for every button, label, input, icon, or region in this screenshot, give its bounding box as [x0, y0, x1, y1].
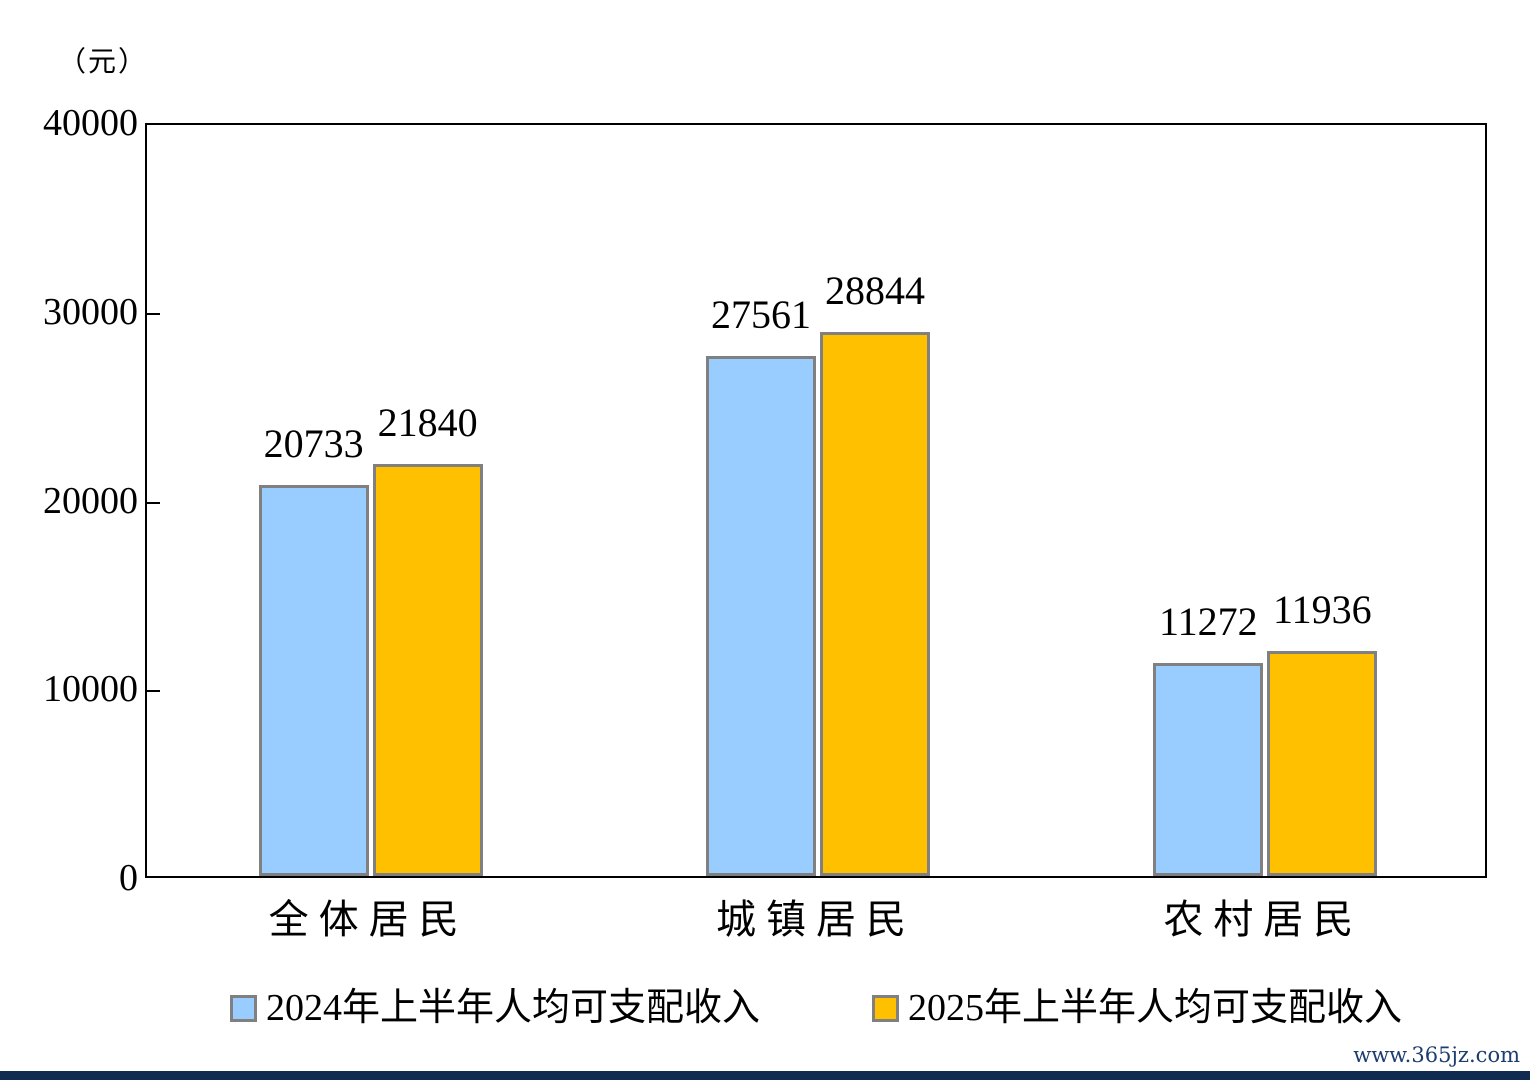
- legend-swatch-icon: [229, 994, 257, 1022]
- y-tick-label: 0: [119, 857, 138, 899]
- y-tick-mark: [147, 501, 160, 504]
- bar-value-label: 20733: [263, 421, 364, 466]
- legend-item: 2025年上半年人均可支配收入: [872, 984, 1402, 1032]
- bar-value-label: 28844: [824, 268, 925, 313]
- legend-swatch-icon: [872, 994, 899, 1022]
- category-label: 全体居民: [268, 897, 469, 942]
- bottom-accent-bar: [0, 1071, 1530, 1080]
- bar-group: 27561 28844: [594, 125, 1041, 876]
- bar-value-label: 27561: [710, 292, 811, 337]
- bar-group: 11272 11936: [1042, 125, 1489, 876]
- bar-value-label: 11272: [1159, 599, 1258, 644]
- y-tick-label: 30000: [43, 290, 138, 333]
- bar: 28844: [819, 271, 930, 876]
- bar: 21840: [372, 403, 483, 876]
- y-axis-unit-label: （元）: [58, 47, 149, 78]
- bar: 11272: [1153, 602, 1264, 876]
- category-label: 城镇居民: [715, 897, 916, 942]
- y-tick-label: 40000: [43, 102, 138, 144]
- category-label: 农村居民: [1163, 897, 1364, 942]
- plot-area: 20733 21840 27561 28844 11272 11936: [145, 123, 1487, 878]
- watermark-text: www.365jz.com: [1353, 1043, 1520, 1067]
- bar: 11936: [1267, 590, 1378, 876]
- bar-value-label: 21840: [377, 400, 478, 445]
- y-tick-label: 10000: [43, 668, 138, 711]
- legend-label: 2024年上半年人均可支配收入: [265, 987, 760, 1029]
- y-tick-label: 20000: [43, 479, 138, 522]
- legend-item: 2024年上半年人均可支配收入: [229, 984, 760, 1032]
- y-tick-mark: [147, 690, 160, 693]
- legend-label: 2025年上半年人均可支配收入: [908, 987, 1403, 1029]
- legend: 2024年上半年人均可支配收入 2025年上半年人均可支配收入: [145, 984, 1487, 1032]
- bar: 27561: [705, 295, 816, 876]
- bar-group: 20733 21840: [147, 125, 594, 876]
- y-tick-mark: [147, 312, 160, 315]
- bar-value-label: 11936: [1273, 587, 1372, 632]
- bar: 20733: [258, 424, 369, 876]
- x-axis-category-labels: 全体居民 城镇居民 农村居民: [145, 894, 1487, 946]
